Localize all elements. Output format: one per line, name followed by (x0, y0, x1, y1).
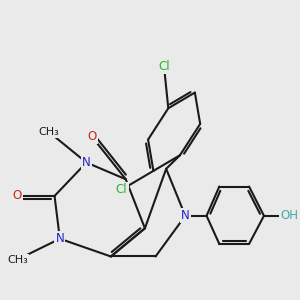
Text: O: O (13, 189, 22, 203)
Text: CH₃: CH₃ (7, 255, 28, 265)
Text: Cl: Cl (158, 60, 170, 73)
Text: N: N (82, 156, 91, 169)
Text: OH: OH (280, 209, 298, 222)
Text: N: N (56, 232, 64, 245)
Text: O: O (87, 130, 96, 143)
Text: N: N (181, 209, 190, 222)
Text: Cl: Cl (116, 183, 127, 196)
Text: CH₃: CH₃ (39, 127, 60, 137)
